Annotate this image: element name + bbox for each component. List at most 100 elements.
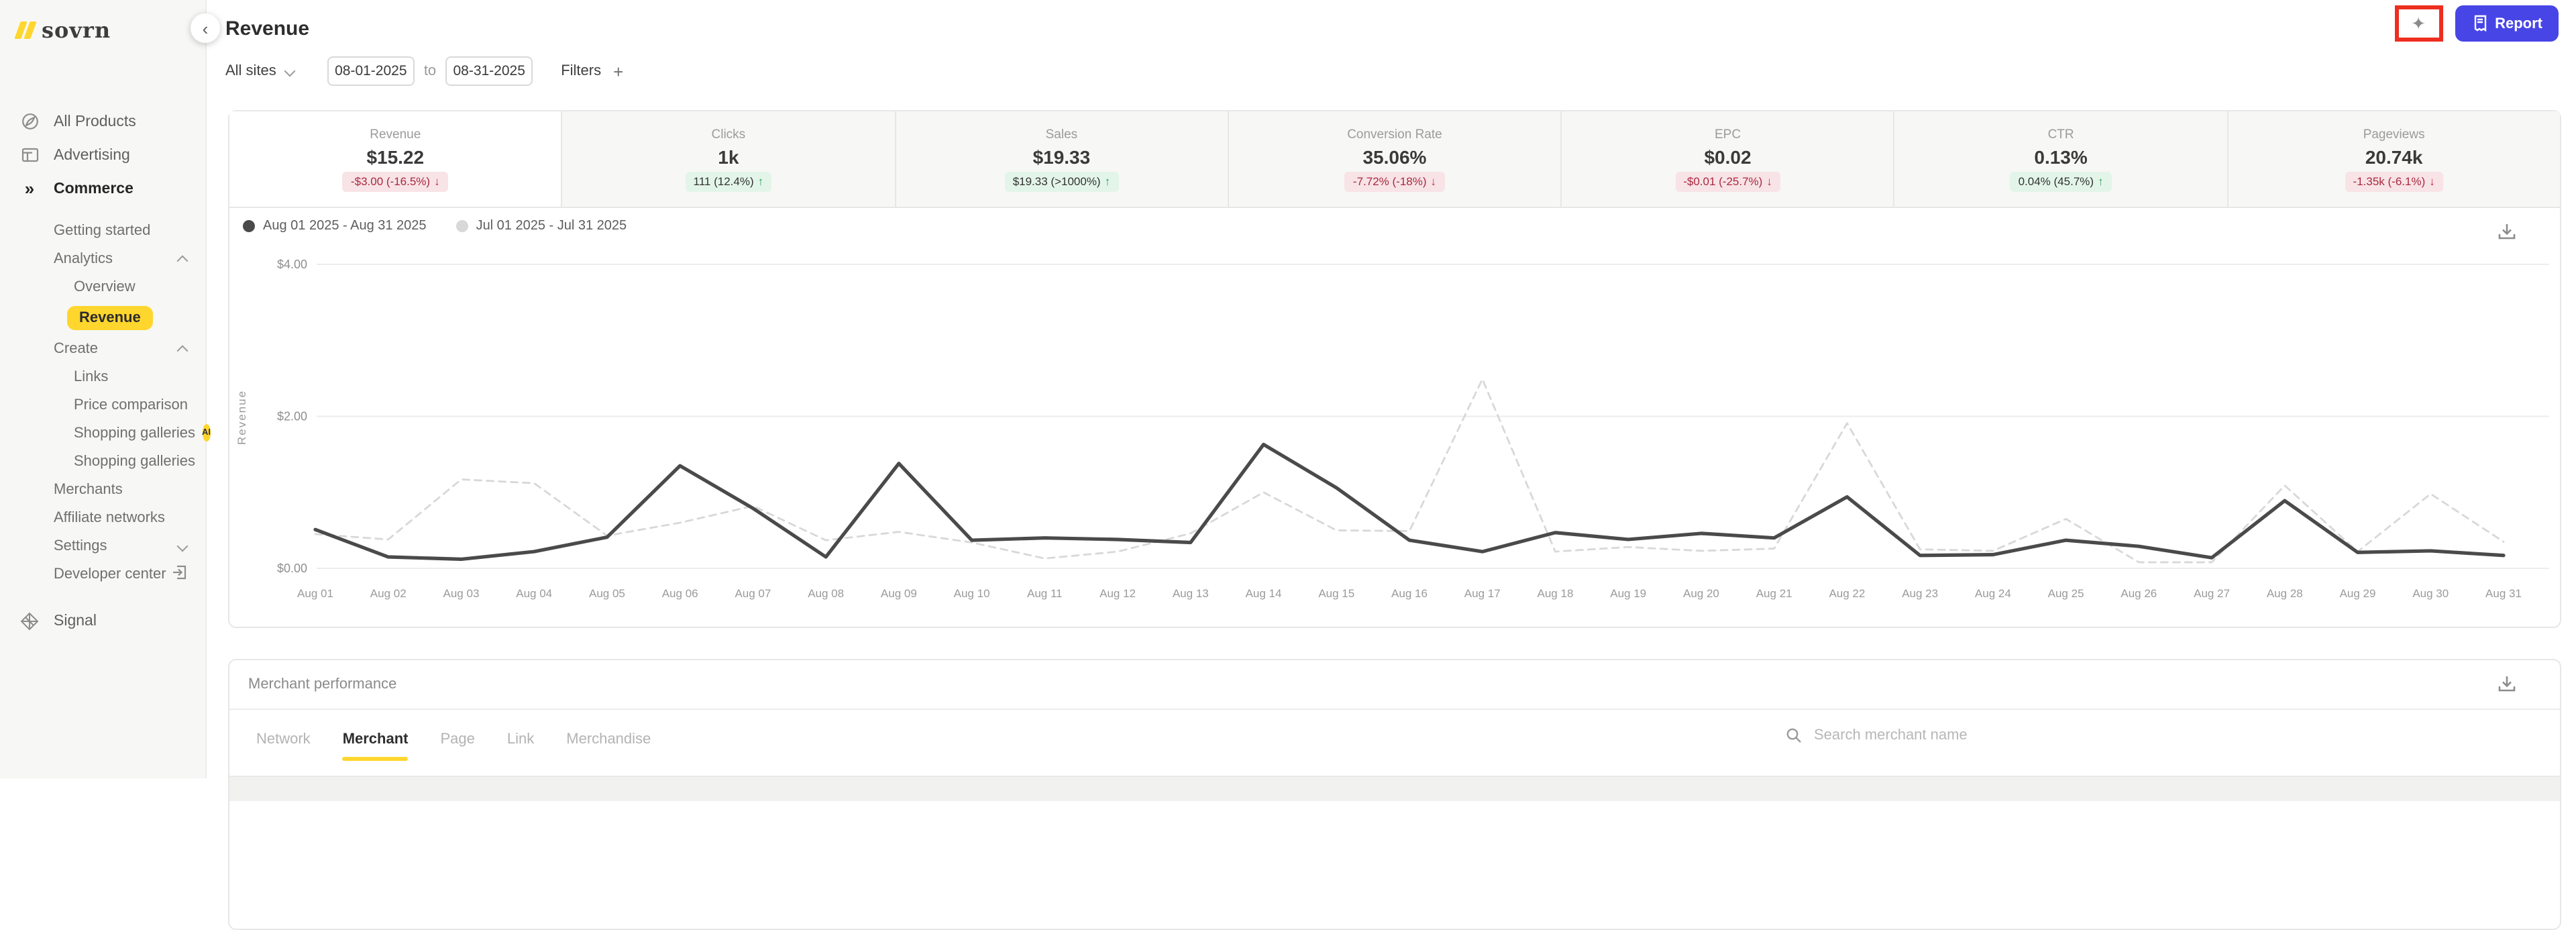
svg-text:Revenue: Revenue — [235, 390, 248, 445]
delta-badge: $19.33 (>1000%) ↑ — [1004, 171, 1119, 191]
revenue-chart: $0.00 $2.00 $4.00 Revenue Aug 01 Aug 02 Aug 03… — [229, 216, 2557, 627]
kpi-row: Revenue $15.22 -$3.00 (-16.5%) ↓ Clicks 1… — [229, 111, 2560, 208]
kpi-card-conversion-rate[interactable]: Conversion Rate 35.06% -7.72% (-18%) ↓ — [1228, 111, 1562, 207]
window-icon — [20, 146, 39, 164]
delta-badge: -$3.00 (-16.5%) ↓ — [342, 171, 448, 191]
kpi-card-epc[interactable]: EPC $0.02 -$0.01 (-25.7%) ↓ — [1562, 111, 1895, 207]
svg-text:Aug 13: Aug 13 — [1173, 587, 1209, 600]
sidebar-item-commerce[interactable]: » Commerce — [0, 172, 205, 205]
chevron-up-icon — [176, 250, 189, 266]
sidebar-item-all-products[interactable]: All Products — [0, 105, 205, 138]
plus-icon: + — [613, 61, 624, 81]
sidebar-item-getting-started[interactable]: Getting started — [54, 222, 151, 238]
date-to-input[interactable] — [445, 56, 533, 86]
svg-text:Aug 21: Aug 21 — [1756, 587, 1792, 600]
svg-text:Aug 19: Aug 19 — [1610, 587, 1646, 600]
legend-dot-previous — [455, 220, 468, 232]
tab-merchandise[interactable]: Merchandise — [566, 731, 651, 747]
sidebar-item-advertising[interactable]: Advertising — [0, 138, 205, 172]
svg-text:$2.00: $2.00 — [277, 410, 307, 423]
sidebar-item-create[interactable]: Create — [0, 334, 205, 362]
kpi-card-sales[interactable]: Sales $19.33 $19.33 (>1000%) ↑ — [896, 111, 1229, 207]
sidebar: sovrn All Products Advertising » Commerc… — [0, 0, 211, 778]
arrow-up-icon: ↑ — [2098, 174, 2104, 188]
delta-badge: -1.35k (-6.1%) ↓ — [2345, 171, 2443, 191]
merchant-search — [1786, 726, 2112, 745]
sidebar-item-revenue[interactable]: Revenue — [0, 301, 205, 334]
delta-badge: -7.72% (-18%) ↓ — [1344, 171, 1445, 191]
legend-item-current-period[interactable]: Aug 01 2025 - Aug 31 2025 — [243, 219, 427, 234]
merchant-tabs: Network Merchant Page Link Merchandise — [256, 731, 651, 761]
sovrn-logo-text: sovrn — [42, 17, 111, 43]
tab-page[interactable]: Page — [440, 731, 475, 747]
tab-network[interactable]: Network — [256, 731, 311, 747]
tab-link[interactable]: Link — [506, 731, 535, 747]
ai-badge: AI — [202, 424, 211, 442]
svg-text:Aug 18: Aug 18 — [1538, 587, 1574, 600]
svg-text:Aug 09: Aug 09 — [881, 587, 917, 600]
svg-text:Aug 27: Aug 27 — [2194, 587, 2230, 600]
revenue-overview-panel: Revenue $15.22 -$3.00 (-16.5%) ↓ Clicks 1… — [228, 110, 2561, 628]
tab-merchant[interactable]: Merchant — [342, 731, 409, 761]
date-range-to-label: to — [423, 63, 437, 79]
svg-text:Aug 06: Aug 06 — [662, 587, 698, 600]
page-title: Revenue — [225, 17, 310, 40]
collapse-sidebar-button[interactable]: ‹ — [191, 13, 220, 43]
arrow-down-icon: ↓ — [1766, 174, 1772, 188]
svg-text:Aug 15: Aug 15 — [1318, 587, 1354, 600]
compass-icon — [20, 112, 39, 131]
report-button[interactable]: Report — [2455, 5, 2559, 42]
legend-item-previous-period[interactable]: Jul 01 2025 - Jul 31 2025 — [455, 219, 627, 234]
site-selector[interactable]: All sites — [225, 63, 296, 79]
download-table-button[interactable] — [2497, 674, 2518, 695]
svg-text:Aug 12: Aug 12 — [1099, 587, 1136, 600]
chart-legend: Aug 01 2025 - Aug 31 2025 Jul 01 2025 - … — [243, 219, 627, 234]
sidebar-item-overview[interactable]: Overview — [74, 278, 136, 295]
svg-text:Aug 22: Aug 22 — [1829, 587, 1865, 600]
sidebar-item-price-comparison[interactable]: Price comparison — [74, 397, 188, 413]
double-chevron-icon: » — [24, 178, 35, 199]
arrow-up-icon: ↑ — [1104, 174, 1111, 188]
sovrn-logo[interactable]: sovrn — [14, 17, 111, 43]
receipt-icon — [2473, 15, 2486, 32]
merchant-performance-title: Merchant performance — [248, 676, 397, 692]
svg-text:Aug 04: Aug 04 — [516, 587, 552, 600]
header-controls: All sites to Filters + — [225, 56, 623, 86]
sidebar-item-signal[interactable]: Signal — [0, 604, 205, 637]
annotation-highlight: ✦ — [2394, 5, 2443, 42]
download-chart-button[interactable] — [2497, 221, 2518, 243]
sidebar-item-shopping-galleries[interactable]: Shopping galleries — [74, 453, 196, 469]
kpi-card-clicks[interactable]: Clicks 1k 111 (12.4%) ↑ — [562, 111, 896, 207]
chevron-down-icon — [284, 65, 296, 77]
svg-text:Aug 24: Aug 24 — [1975, 587, 2011, 600]
sidebar-item-merchants[interactable]: Merchants — [54, 481, 123, 497]
kpi-card-ctr[interactable]: CTR 0.13% 0.04% (45.7%) ↑ — [1894, 111, 2229, 207]
sidebar-item-developer-center[interactable]: Developer center — [0, 560, 205, 588]
signal-prism-icon — [20, 611, 39, 630]
sparkle-icon-button[interactable]: ✦ — [2411, 13, 2426, 34]
svg-text:Aug 17: Aug 17 — [1464, 587, 1501, 600]
svg-text:Aug 05: Aug 05 — [589, 587, 625, 600]
sidebar-item-links[interactable]: Links — [74, 368, 109, 384]
date-from-input[interactable] — [327, 56, 415, 86]
chevron-down-icon — [176, 537, 189, 554]
merchant-search-input[interactable] — [1811, 726, 2112, 745]
external-link-icon — [172, 564, 186, 583]
arrow-up-icon: ↑ — [757, 174, 764, 188]
sidebar-item-settings[interactable]: Settings — [0, 531, 205, 560]
kpi-card-revenue[interactable]: Revenue $15.22 -$3.00 (-16.5%) ↓ — [229, 111, 563, 207]
kpi-card-pageviews[interactable]: Pageviews 20.74k -1.35k (-6.1%) ↓ — [2228, 111, 2560, 207]
svg-text:Aug 23: Aug 23 — [1902, 587, 1938, 600]
svg-text:$4.00: $4.00 — [277, 258, 307, 271]
sidebar-item-analytics[interactable]: Analytics — [0, 244, 205, 272]
legend-dot-current — [243, 220, 255, 232]
delta-badge: 111 (12.4%) ↑ — [685, 171, 772, 191]
merchant-performance-panel: Merchant performance Network Merchant Pa… — [228, 659, 2561, 930]
svg-text:Aug 02: Aug 02 — [370, 587, 407, 600]
sidebar-item-affiliate-networks[interactable]: Affiliate networks — [54, 509, 165, 525]
filters-button[interactable]: Filters + — [561, 61, 624, 81]
sidebar-item-shopping-galleries-ai[interactable]: Shopping galleries AI — [74, 424, 211, 442]
back-chevron-icon: ‹ — [202, 18, 209, 38]
sovrn-logo-icon — [14, 21, 37, 39]
svg-text:Aug 31: Aug 31 — [2485, 587, 2522, 600]
